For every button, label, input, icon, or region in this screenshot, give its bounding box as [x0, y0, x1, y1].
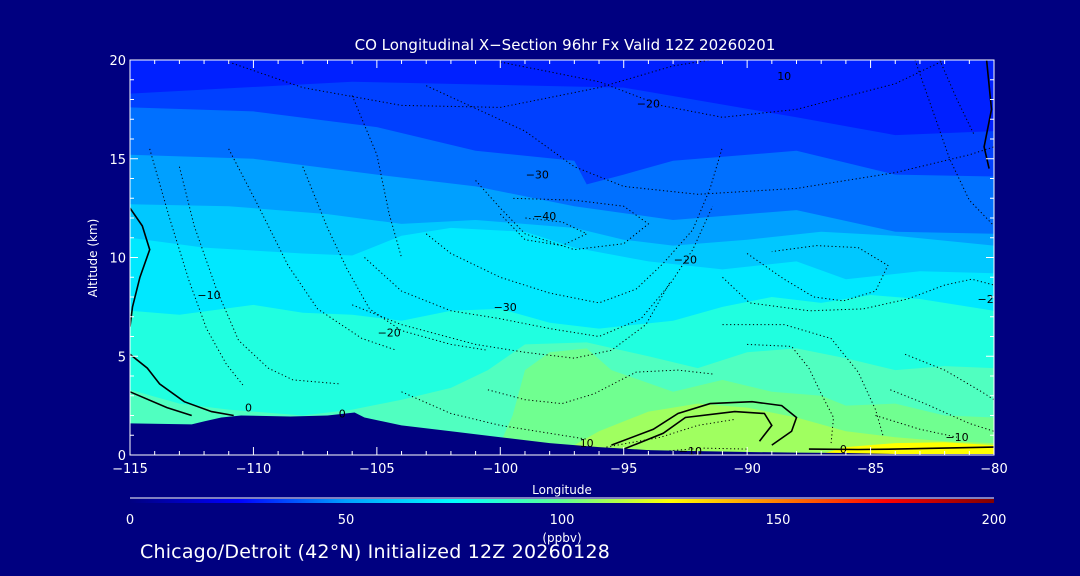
dotted-contour-3	[425, 85, 994, 195]
dotted-contour-25	[890, 389, 994, 432]
colorbar-tick-label: 50	[338, 513, 355, 528]
x-tick-label: −95	[610, 462, 637, 477]
dotted-contour-5	[499, 213, 588, 247]
colorbar-strip	[130, 499, 994, 503]
solid-contour-5	[623, 410, 773, 450]
colorbar-tick-label: 200	[982, 513, 1007, 528]
contour-label: −20	[674, 254, 697, 267]
dotted-contour-26	[875, 415, 958, 438]
solid-contour-3	[130, 391, 192, 417]
colorbar-tick-label: 100	[550, 513, 575, 528]
x-tick-label: −80	[980, 462, 1007, 477]
dotted-contour-16	[606, 418, 735, 448]
y-tick-label: 20	[109, 54, 126, 69]
dotted-contour-14	[487, 369, 713, 405]
footer-caption: Chicago/Detroit (42°N) Initialized 12Z 2…	[140, 541, 611, 563]
contour-label: 0	[245, 402, 252, 415]
y-tick-label: 5	[118, 350, 126, 365]
contour-label: −20	[378, 327, 401, 340]
contour-label: 0	[339, 408, 346, 421]
dotted-contour-9	[302, 166, 488, 351]
colorbar: 0 50 100 150 200	[126, 497, 1007, 528]
dotted-contour-17	[665, 447, 748, 452]
y-tick-label: 15	[109, 153, 126, 168]
x-tick-label: −90	[733, 462, 760, 477]
colorbar-units: (ppbv)	[542, 531, 581, 545]
contour-label: 0	[840, 443, 847, 456]
contour-label: −20	[637, 97, 660, 110]
solid-contour-1	[130, 207, 151, 327]
dotted-contour-23	[939, 60, 975, 136]
co-fill-layer	[130, 60, 994, 455]
solid-contour-7	[983, 60, 993, 169]
dotted-contour-10	[228, 148, 397, 351]
dotted-contour-7	[364, 205, 714, 338]
x-tick-label: −110	[236, 462, 272, 477]
contour-label-layer: 10 −20 −30 −40 −20 −30 −20 −10 0 0 10 −10 0 −10 −20	[197, 70, 1000, 458]
contour-label: −10	[679, 445, 702, 458]
x-tick-label: −100	[482, 462, 518, 477]
solid-contour-4	[611, 400, 798, 446]
contour-label: 10	[777, 70, 791, 83]
dotted-contour-22	[914, 60, 994, 227]
terrain-layer	[130, 412, 994, 455]
dotted-contour-1	[228, 60, 711, 108]
chart-title: CO Longitudinal X−Section 96hr Fx Valid …	[355, 36, 776, 54]
plot-area: 10 −20 −30 −40 −20 −30 −20 −10 0 0 10 −10 0 −10 −20	[130, 60, 1000, 458]
contour-label: −20	[977, 293, 1000, 306]
x-tick-label: −115	[112, 462, 148, 477]
solid-contour-2	[130, 353, 234, 417]
x-tick-label: −105	[359, 462, 395, 477]
solid-contour-6	[808, 446, 994, 451]
contour-label: −30	[526, 169, 549, 182]
contour-label: −10	[197, 289, 220, 302]
y-tick-label: 10	[109, 252, 126, 267]
dotted-contour-15	[401, 391, 587, 440]
colorbar-tick-label: 150	[766, 513, 791, 528]
y-tick-label: 0	[118, 449, 126, 464]
contour-label: −10	[945, 431, 968, 444]
dotted-contour-11	[178, 166, 340, 385]
contour-layer	[130, 60, 994, 452]
y-axis-label: Altitude (km)	[86, 219, 100, 298]
x-tick-label: −85	[857, 462, 884, 477]
contour-label: −40	[533, 210, 556, 223]
contour-label: 10	[580, 437, 594, 450]
co-band-110	[574, 403, 994, 455]
contour-label: −30	[494, 301, 517, 314]
x-axis-label: Longitude	[532, 483, 592, 497]
terrain-fill	[130, 412, 994, 455]
colorbar-tick-label: 0	[126, 513, 134, 528]
